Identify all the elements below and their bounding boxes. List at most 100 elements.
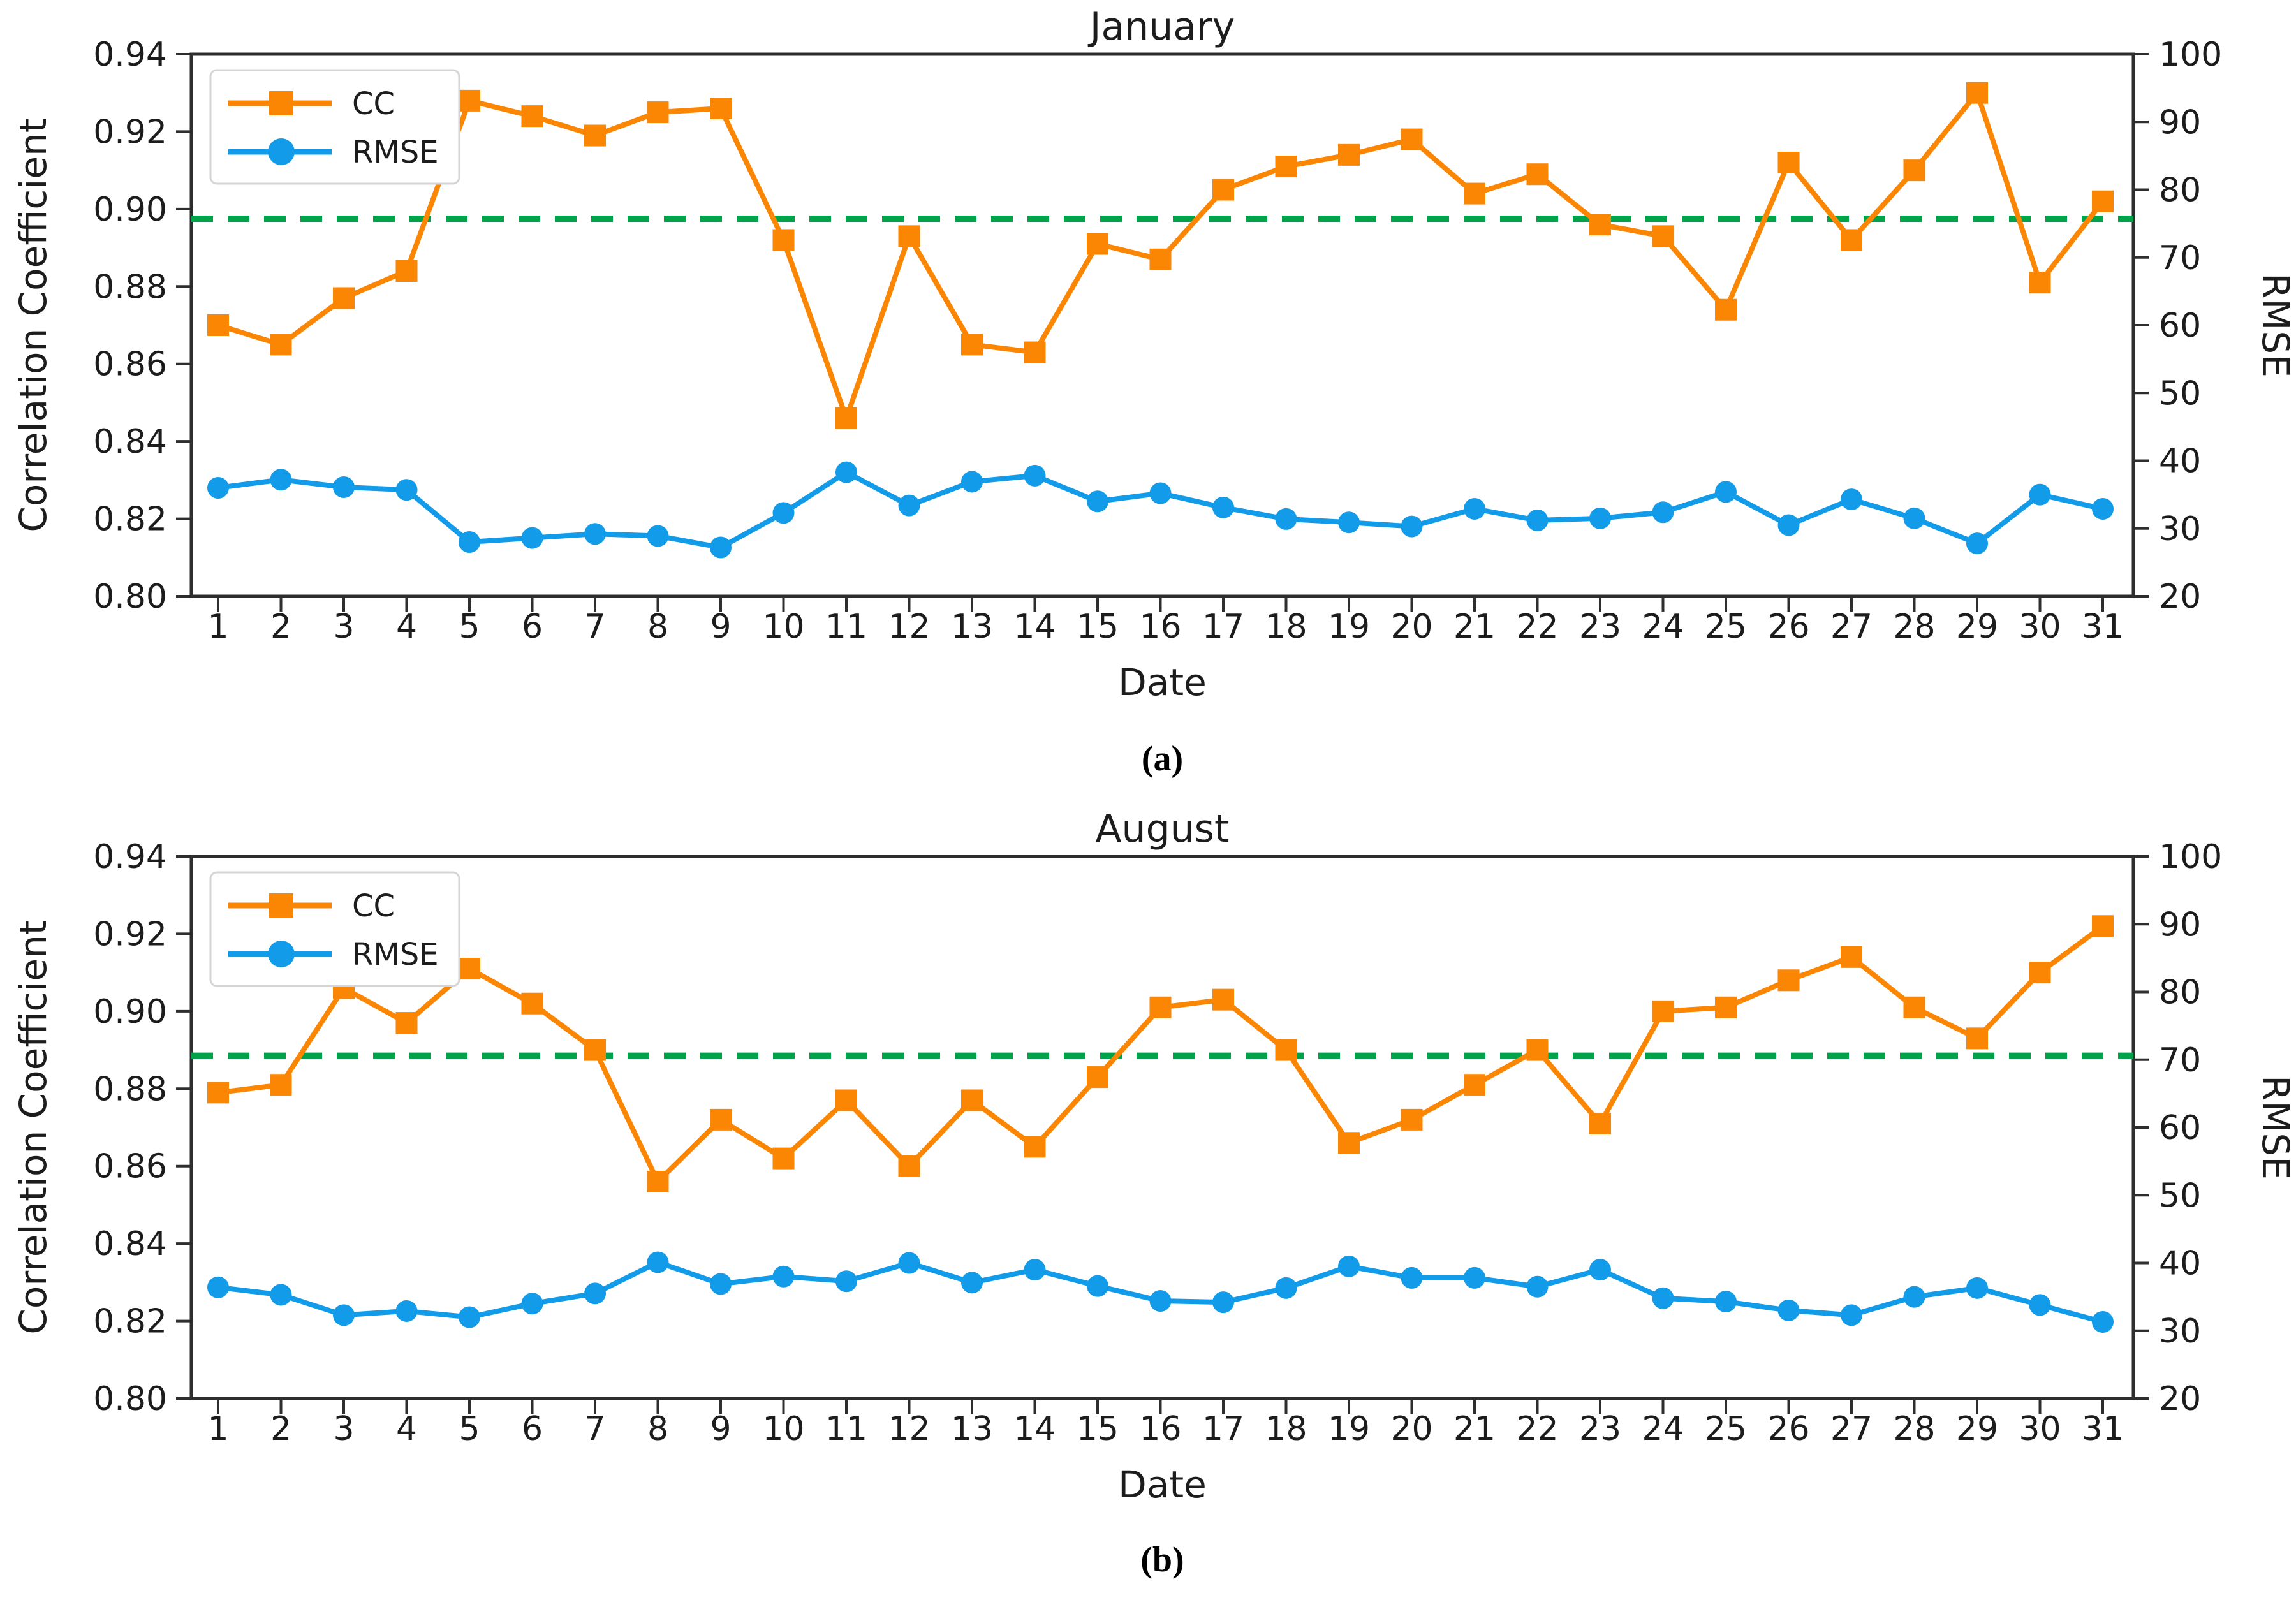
january-x-tick-label: 29 [1956,608,1998,646]
august-cc-marker [1589,1112,1611,1134]
january-rmse-marker [1212,496,1234,518]
august-rmse-marker [835,1270,857,1293]
january-rmse-marker [647,525,669,547]
january-x-tick-label: 25 [1705,608,1747,646]
august-cc-marker [207,1082,229,1104]
august-x-tick-label: 30 [2019,1410,2061,1448]
january-right-tick-label: 90 [2159,103,2201,142]
august-legend: CC RMSE [209,871,460,987]
january-cc-marker [1087,233,1108,255]
january-rmse-marker [1589,507,1611,529]
august-rmse-marker [647,1251,669,1273]
january-series-rmse [207,461,2114,559]
august-cc-marker [1275,1039,1297,1061]
august-right-tick-label: 70 [2159,1041,2201,1080]
january-rmse-marker [835,461,857,483]
january-legend-cc-marker [269,91,293,115]
august-cc-marker [772,1147,795,1170]
august-x-tick-label: 5 [459,1410,480,1448]
january-rmse-marker [1149,482,1172,504]
august-x-tick-label: 18 [1265,1410,1307,1448]
august-x-tick-label: 7 [584,1410,605,1448]
january-x-tick-label: 18 [1265,608,1307,646]
august-cc-marker [2029,962,2051,984]
january-cc-marker [1526,163,1549,186]
august-left-tick-label: 0.84 [93,1225,167,1263]
august-x-tick-label: 10 [762,1410,804,1448]
january-x-tick-label: 4 [396,608,417,646]
august-legend-cc-marker [269,893,293,918]
august-cc-marker [1966,1027,1988,1050]
august-cc-marker [1526,1039,1549,1061]
january-x-tick-label: 10 [762,608,804,646]
august-rmse-marker [395,1300,418,1322]
august-cc-marker [1903,996,1925,1018]
august-cc-marker [1715,996,1737,1018]
august-cc-marker [1652,1000,1674,1022]
august-cc-marker [1087,1066,1108,1089]
january-cc-marker [584,124,606,147]
august-right-tick-label: 60 [2159,1109,2201,1147]
january-chart-title: January [1087,4,1235,49]
august-cc-marker [898,1155,920,1177]
august-left-tick-label: 0.90 [93,993,167,1031]
january-rmse-marker [1841,488,1862,511]
january-rmse-marker [459,531,480,553]
august-rmse-marker [1526,1275,1549,1298]
january-cc-marker [772,229,795,251]
january-cc-marker [2029,272,2051,294]
january-left-tick-label: 0.80 [93,578,167,616]
august-right-tick-label: 80 [2159,974,2201,1012]
august-cc-marker [1212,988,1234,1011]
august-left-tick-label: 0.92 [93,915,167,953]
january-series-cc [207,82,2114,429]
january-cc-marker [2092,190,2114,212]
august-x-tick-label: 13 [951,1410,993,1448]
january-left-tick-label: 0.94 [93,36,167,74]
january-legend-rmse-marker [268,138,295,165]
august-right-axis-label: RMSE [2254,1075,2296,1180]
january-x-tick-label: 6 [522,608,543,646]
august-legend-rmse-label: RMSE [352,937,439,972]
august-right-tick-label: 40 [2159,1245,2201,1283]
august-rmse-marker [1715,1291,1737,1313]
january-right-tick-label: 30 [2159,510,2201,548]
august-x-tick-label: 15 [1077,1410,1119,1448]
august-x-tick-label: 6 [522,1410,543,1448]
january-x-tick-label: 11 [825,608,867,646]
august-cc-marker [1024,1136,1046,1158]
january-left-tick-label: 0.90 [93,191,167,229]
august-series-cc [207,915,2114,1192]
january-rmse-marker [1777,514,1800,536]
january-rmse-marker [1526,510,1549,531]
august-right-tick-label: 30 [2159,1312,2201,1351]
august-cc-marker [961,1089,983,1111]
january-rmse-marker [1652,501,1674,524]
august-x-axis-label: Date [1118,1463,1207,1506]
january-cc-marker [270,334,292,356]
january-rmse-marker [270,469,292,491]
august-left-axis-label: Correlation Coefficient [11,920,55,1334]
january-x-tick-label: 31 [2082,608,2124,646]
august-rmse-marker [898,1252,920,1274]
august-x-tick-label: 8 [647,1410,668,1448]
january-rmse-marker [395,479,418,501]
august-cc-marker [1464,1074,1485,1096]
january-cc-marker [395,260,418,282]
january-rmse-marker [710,536,732,559]
january-cc-marker [1589,214,1611,236]
january-x-tick-label: 21 [1453,608,1496,646]
august-rmse-marker [333,1304,355,1326]
august-rmse-marker [584,1282,606,1305]
august-x-tick-label: 21 [1453,1410,1496,1448]
august-rmse-marker [1401,1266,1423,1289]
august-rmse-marker [1275,1277,1297,1299]
january-x-tick-label: 26 [1767,608,1809,646]
january-x-tick-label: 20 [1390,608,1432,646]
january-rmse-marker [1715,481,1737,503]
january-left-axis-label: Correlation Coefficient [11,118,55,532]
august-rmse-marker [1338,1255,1360,1277]
january-cc-marker [1275,156,1297,178]
